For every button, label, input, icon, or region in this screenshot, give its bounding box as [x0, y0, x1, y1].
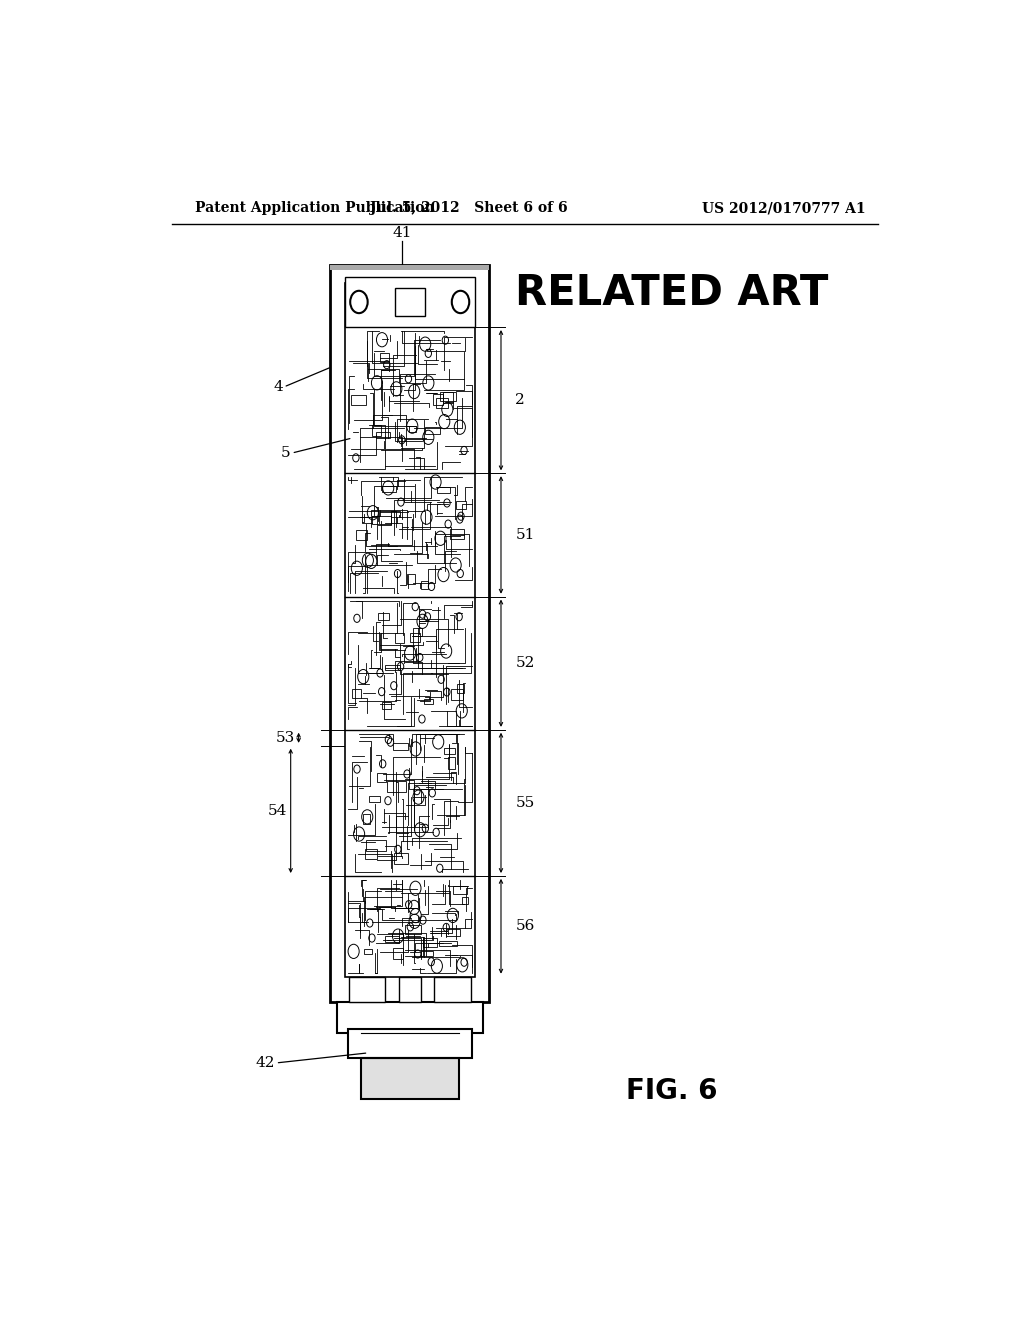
- Text: 42: 42: [255, 1056, 274, 1071]
- Bar: [372, 425, 381, 436]
- Bar: [351, 395, 366, 405]
- Text: 51: 51: [515, 528, 535, 543]
- Bar: [421, 581, 428, 589]
- Bar: [387, 780, 406, 792]
- Text: US 2012/0170777 A1: US 2012/0170777 A1: [702, 201, 866, 215]
- Bar: [352, 689, 360, 698]
- Bar: [337, 1002, 482, 1032]
- Bar: [364, 813, 370, 824]
- Bar: [395, 634, 404, 643]
- Bar: [391, 511, 399, 517]
- Bar: [392, 948, 402, 958]
- Bar: [355, 531, 367, 540]
- Bar: [458, 684, 464, 693]
- Text: 55: 55: [515, 796, 535, 810]
- Text: RELATED ART: RELATED ART: [515, 272, 828, 314]
- Bar: [371, 510, 380, 516]
- Text: 5: 5: [281, 446, 291, 461]
- Bar: [438, 941, 458, 946]
- Bar: [345, 277, 475, 327]
- Bar: [433, 393, 443, 405]
- Bar: [385, 936, 399, 942]
- Bar: [451, 689, 463, 701]
- Bar: [345, 284, 475, 977]
- Bar: [453, 887, 467, 895]
- Bar: [348, 1030, 472, 1057]
- Bar: [331, 265, 489, 271]
- Bar: [360, 1057, 459, 1098]
- Bar: [382, 702, 390, 709]
- Bar: [413, 628, 422, 636]
- Text: 2: 2: [515, 393, 525, 407]
- Bar: [409, 426, 416, 432]
- Bar: [394, 853, 409, 863]
- Bar: [365, 849, 377, 859]
- Bar: [380, 352, 389, 363]
- Bar: [451, 529, 464, 539]
- Bar: [457, 500, 466, 508]
- Text: Patent Application Publication: Patent Application Publication: [196, 201, 435, 215]
- Bar: [462, 896, 468, 904]
- Bar: [442, 392, 453, 403]
- Bar: [392, 743, 408, 750]
- Bar: [406, 924, 421, 933]
- Bar: [424, 698, 432, 704]
- Bar: [382, 487, 396, 492]
- Bar: [378, 612, 389, 620]
- Text: 54: 54: [267, 804, 287, 818]
- Bar: [436, 397, 447, 408]
- Bar: [385, 665, 399, 671]
- Bar: [421, 952, 432, 957]
- Bar: [446, 929, 460, 936]
- Bar: [440, 392, 456, 401]
- Text: Jul. 5, 2012   Sheet 6 of 6: Jul. 5, 2012 Sheet 6 of 6: [371, 201, 568, 215]
- Bar: [331, 265, 489, 1002]
- Text: FIG. 6: FIG. 6: [626, 1077, 718, 1105]
- Text: 4: 4: [273, 380, 283, 395]
- Bar: [365, 949, 373, 954]
- Bar: [423, 939, 437, 948]
- Bar: [367, 840, 386, 851]
- Bar: [348, 977, 385, 1002]
- Text: 52: 52: [515, 656, 535, 671]
- Bar: [425, 426, 440, 434]
- Bar: [434, 977, 471, 1002]
- Bar: [408, 573, 415, 585]
- Text: 56: 56: [515, 919, 535, 933]
- Bar: [378, 772, 386, 783]
- Bar: [447, 756, 455, 768]
- Text: 53: 53: [275, 731, 295, 744]
- Bar: [398, 977, 421, 1002]
- Bar: [394, 288, 425, 317]
- Bar: [410, 634, 420, 642]
- Bar: [443, 747, 456, 754]
- Text: 41: 41: [392, 226, 412, 240]
- Bar: [372, 516, 391, 524]
- Bar: [369, 796, 380, 803]
- Bar: [376, 433, 390, 438]
- Bar: [436, 487, 451, 494]
